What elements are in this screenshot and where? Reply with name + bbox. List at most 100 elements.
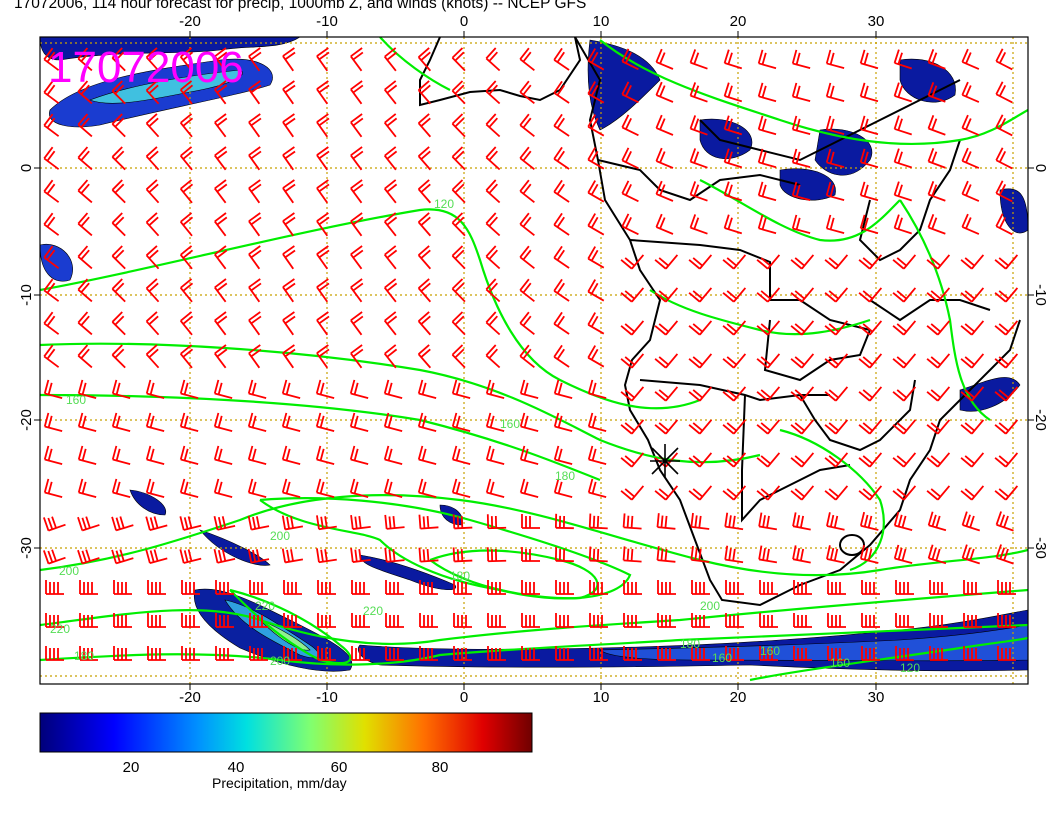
wind-barb — [724, 512, 744, 531]
wind-barb — [349, 412, 369, 432]
wind-barb — [587, 114, 605, 137]
wind-barb — [316, 311, 330, 336]
wind-barb — [758, 545, 778, 564]
wind-barb — [43, 379, 63, 399]
wind-barb — [893, 181, 913, 202]
precip-area — [259, 619, 311, 651]
top-tick-20: 20 — [730, 13, 747, 30]
wind-barb — [587, 412, 607, 432]
wind-barb — [892, 353, 917, 369]
wind-barb — [248, 146, 262, 171]
wind-barb — [927, 148, 946, 169]
wind-barb — [827, 646, 846, 661]
wind-barb — [655, 81, 674, 103]
wind-barb — [995, 544, 1014, 565]
wind-barb — [111, 445, 131, 465]
left-tick-m10: -10 — [18, 284, 35, 306]
wind-barb — [995, 147, 1013, 170]
wind-barb — [824, 254, 849, 270]
wind-barb — [792, 545, 811, 564]
wind-barb — [827, 580, 846, 595]
colorbar-ticks: 20 40 60 80 — [123, 759, 449, 776]
wind-barb — [961, 213, 980, 235]
wind-barb — [384, 514, 405, 530]
contour-label: 180 — [680, 637, 700, 651]
wind-barb — [759, 580, 778, 595]
wind-barb — [825, 214, 845, 235]
wind-barb — [620, 386, 645, 402]
wind-barb — [995, 81, 1013, 104]
wind-barb — [861, 580, 880, 595]
wind-barb — [419, 580, 438, 595]
wind-barb — [385, 580, 404, 595]
wind-barb — [111, 379, 131, 399]
wind-barb — [316, 113, 330, 138]
wind-barb — [793, 646, 812, 661]
wind-barb — [113, 580, 132, 595]
wind-barb — [179, 549, 202, 564]
wind-barb — [927, 181, 946, 202]
wind-barb — [620, 419, 645, 435]
wind-barb — [927, 82, 946, 103]
wind-barb — [757, 49, 777, 70]
wind-barb — [994, 452, 1019, 468]
wind-barb — [213, 445, 233, 465]
wind-barb — [179, 516, 202, 531]
wind-barb — [790, 452, 815, 468]
colorbar-label: Precipitation, mm/day — [212, 775, 347, 791]
wind-barb — [111, 212, 126, 237]
wind-barb — [451, 245, 466, 270]
contour-label: 160 — [830, 656, 850, 670]
wind-barb — [895, 613, 914, 628]
wind-barb — [689, 115, 708, 136]
wind-barb — [214, 212, 228, 237]
wind-barb — [350, 80, 364, 105]
wind-barb — [791, 181, 811, 202]
wind-barb — [892, 254, 917, 270]
wind-barb — [248, 179, 262, 204]
wind-barb — [994, 386, 1019, 402]
wind-barb — [621, 81, 639, 104]
left-tick-0: 0 — [18, 164, 35, 172]
wind-barb — [997, 646, 1016, 661]
wind-barb — [350, 113, 364, 138]
wind-barb — [553, 445, 573, 465]
wind-barb — [926, 452, 951, 468]
wind-barb — [383, 412, 403, 432]
wind-barb — [587, 213, 605, 236]
wind-barb — [316, 245, 330, 270]
wind-barb — [214, 278, 228, 303]
contour-label: 200 — [270, 654, 290, 668]
wind-barb — [790, 320, 815, 336]
wind-barb — [179, 445, 199, 465]
wind-barb — [316, 212, 330, 237]
wind-barb — [858, 254, 883, 270]
wind-barb — [723, 49, 743, 70]
wind-barb — [350, 548, 371, 563]
wind-barb — [994, 254, 1019, 270]
wind-barb — [757, 181, 777, 202]
wind-barb — [485, 412, 505, 432]
wind-barb — [453, 646, 472, 661]
wind-barb — [349, 379, 369, 399]
wind-barb — [893, 115, 913, 136]
wind-barb — [824, 485, 849, 501]
wind-barb — [419, 646, 438, 661]
wind-barb — [994, 419, 1019, 435]
wind-barb — [688, 386, 713, 402]
wind-barb — [282, 212, 296, 237]
wind-barb — [385, 646, 404, 661]
wind-barb — [791, 148, 811, 169]
wind-barb — [995, 213, 1013, 236]
wind-barb — [282, 179, 296, 204]
wind-barb — [825, 82, 845, 103]
wind-barb — [485, 212, 501, 237]
wind-barb — [351, 646, 370, 661]
wind-barb — [994, 353, 1019, 369]
wind-barb — [688, 419, 713, 435]
wind-barb — [351, 613, 370, 628]
wind-barb — [350, 47, 364, 72]
wind-barb — [111, 47, 126, 72]
wind-barb — [417, 212, 432, 237]
wind-barb — [620, 452, 645, 468]
